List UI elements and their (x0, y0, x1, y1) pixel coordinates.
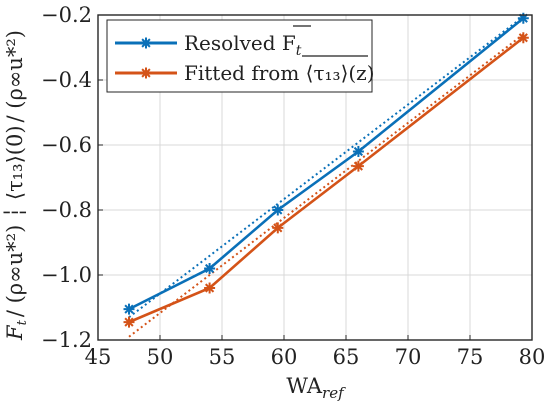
legend-item-resolved: Resolved Ft (115, 25, 311, 59)
legend-label-resolved-main: Resolved F (184, 31, 296, 55)
asterisk-stroke (205, 263, 215, 274)
y-label-upper-main: ⟨τ₁₃⟩(0) (3, 125, 27, 200)
legend: Resolved Ft Fitted from ⟨τ₁₃⟩(z) (106, 19, 375, 93)
legend-label-fitted: Fitted from ⟨τ₁₃⟩(z) (184, 61, 375, 85)
x-axis-label-main: WA (286, 374, 323, 398)
y-label-lower-main: F (3, 324, 27, 341)
asterisk-stroke (518, 33, 528, 43)
x-axis-label: WAref (286, 374, 346, 402)
asterisk-marker (517, 32, 529, 44)
asterisk-marker (140, 37, 152, 49)
y-tick-label: −0.8 (41, 198, 92, 222)
y-tick-label: −0.4 (41, 68, 92, 92)
y-tick-label: −1.2 (41, 328, 92, 352)
x-tick-label: 75 (457, 345, 484, 369)
x-tick-label: 45 (85, 345, 112, 369)
asterisk-stroke (141, 68, 151, 78)
svg-text:Ft/ (ρ∞u*²)┆⟨τ₁₃⟩(0)/ (ρ∞u*²): Ft / (ρ∞u*²) ┆ ⟨τ₁₃⟩(0) / (ρ∞u*²) (3, 30, 30, 341)
x-tick-label: 50 (147, 345, 174, 369)
asterisk-marker (123, 303, 135, 315)
x-tick-label: 80 (519, 345, 546, 369)
asterisk-marker (272, 204, 284, 216)
x-tick-labels: 45 50 55 60 65 70 75 80 (85, 335, 546, 369)
legend-label-resolved-sub: t (296, 43, 302, 59)
asterisk-marker (204, 263, 216, 274)
asterisk-marker (352, 146, 364, 157)
asterisk-stroke (205, 283, 215, 293)
legend-label-resolved: Resolved Ft (184, 31, 302, 59)
legend-item-fitted: Fitted from ⟨τ₁₃⟩(z) (115, 55, 375, 85)
y-tick-label: −0.2 (41, 3, 92, 27)
y-tick-label: −1.0 (41, 263, 92, 287)
asterisk-stroke (124, 304, 134, 314)
asterisk-marker (140, 67, 152, 79)
data-markers (123, 12, 529, 328)
legend-marker-resolved (140, 37, 152, 49)
asterisk-stroke (141, 38, 151, 48)
asterisk-marker (204, 282, 216, 294)
asterisk-stroke (124, 317, 134, 327)
asterisk-stroke (273, 223, 283, 233)
x-tick-label: 65 (333, 345, 360, 369)
y-label-upper-den: / (ρ∞u*²) (3, 30, 27, 122)
asterisk-stroke (353, 146, 363, 157)
y-label-lower-den: / (ρ∞u*²) (3, 225, 27, 317)
legend-marker-fitted (140, 67, 152, 79)
y-axis-label: Ft / (ρ∞u*²) ┆ ⟨τ₁₃⟩(0) / (ρ∞u*²) (3, 30, 30, 341)
x-tick-label: 70 (395, 345, 422, 369)
x-tick-label: 55 (209, 345, 236, 369)
y-tick-label: −0.6 (41, 133, 92, 157)
asterisk-marker (123, 316, 135, 328)
x-tick-label: 60 (271, 345, 298, 369)
asterisk-stroke (273, 205, 283, 215)
asterisk-stroke (353, 161, 363, 171)
y-tick-labels: −1.2 −1.0 −0.8 −0.6 −0.4 −0.2 (41, 3, 103, 352)
plot-frame (97, 14, 533, 341)
y-label-separator: ┆ (3, 206, 27, 219)
asterisk-marker (272, 222, 284, 234)
y-label-lower-sub: t (15, 319, 30, 325)
asterisk-marker (352, 160, 364, 172)
x-axis-label-sub: ref (322, 384, 346, 402)
